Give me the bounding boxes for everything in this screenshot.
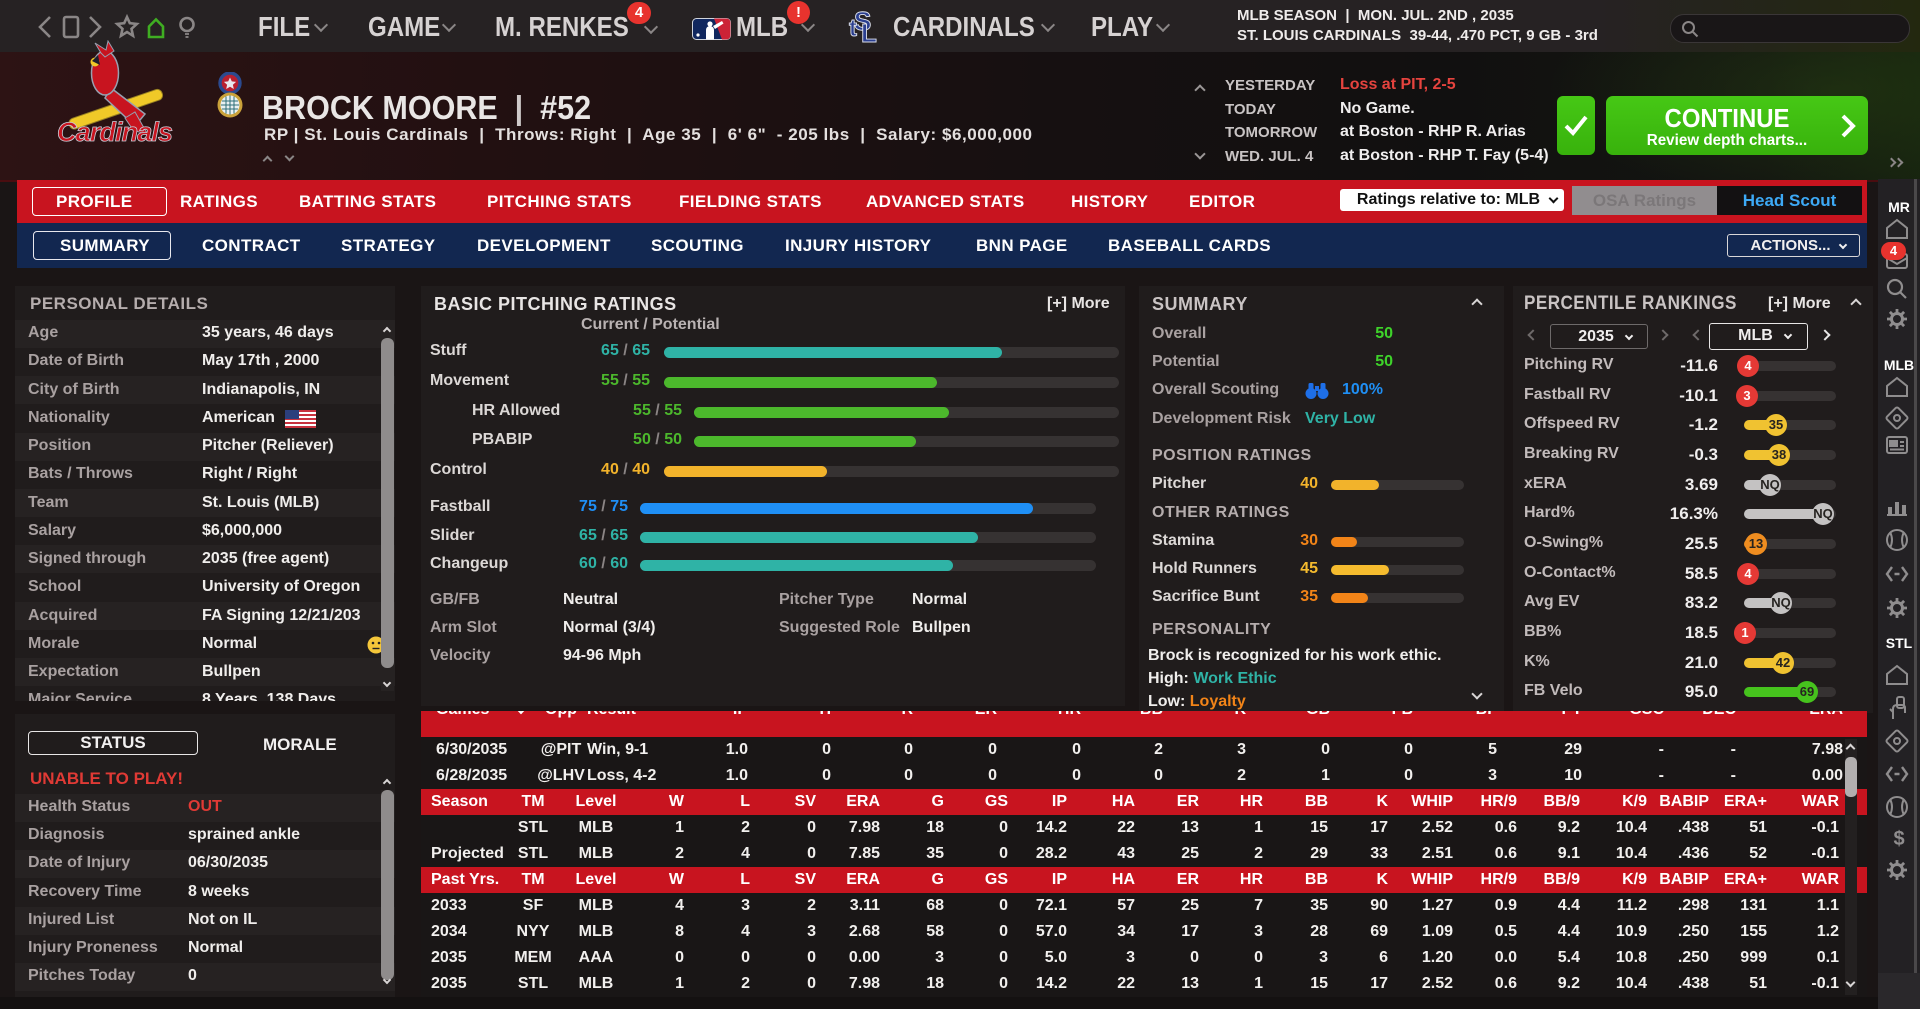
svg-text:L: L xyxy=(861,18,877,48)
svg-text:Cardinals: Cardinals xyxy=(57,117,173,147)
svg-text:S: S xyxy=(854,7,871,36)
svg-text:t: t xyxy=(849,15,857,42)
